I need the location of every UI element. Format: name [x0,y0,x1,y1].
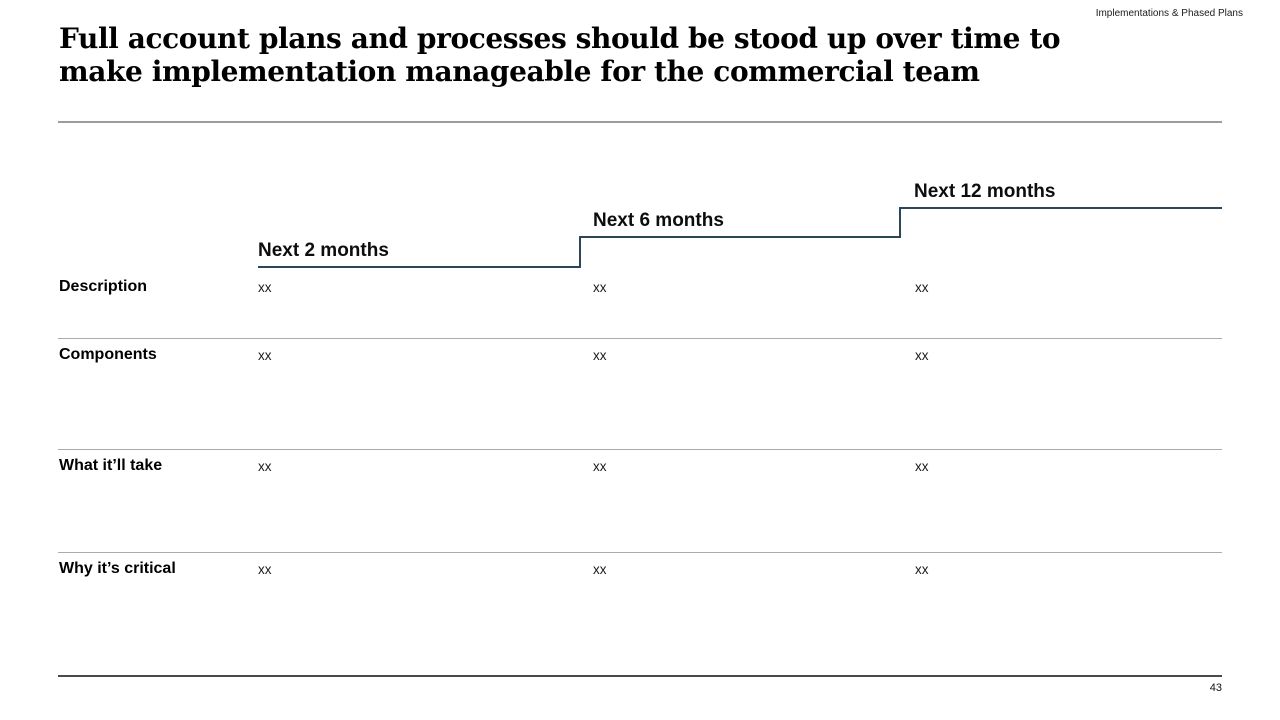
stair-line-col1-underline [258,266,580,268]
column-header-next-6-months: Next 6 months [593,210,724,231]
row-label-4: Why it’s critical [59,560,176,577]
page-number: 43 [1209,682,1222,694]
slide-category-tag: Implementations & Phased Plans [1095,8,1243,19]
row-label-2: Components [59,346,157,363]
table-cell-r4-c1: xx [258,562,272,577]
table-cell-r2-c2: xx [593,348,607,363]
footer-divider [58,675,1222,677]
table-cell-r2-c1: xx [258,348,272,363]
row-separator-2 [58,449,1222,450]
row-label-1: Description [59,278,148,295]
table-cell-r1-c3: xx [915,280,929,295]
column-header-next-12-months: Next 12 months [914,181,1056,202]
table-cell-r4-c2: xx [593,562,607,577]
table-cell-r3-c1: xx [258,459,272,474]
slide-title-line-2: make implementation manageable for the c… [59,55,980,88]
stair-line-col2-underline [579,236,901,238]
table-cell-r3-c3: xx [915,459,929,474]
table-cell-r2-c3: xx [915,348,929,363]
table-cell-r1-c1: xx [258,280,272,295]
row-separator-1 [58,338,1222,339]
row-label-3: What it’ll take [59,457,163,474]
row-separator-3 [58,552,1222,553]
slide-title-line-1: Full account plans and processes should … [59,22,1061,55]
title-divider [58,121,1222,123]
stair-line-col3-underline [899,207,1222,209]
stair-line-step1-vertical [579,236,581,268]
stair-line-step2-vertical [899,207,901,238]
table-cell-r3-c2: xx [593,459,607,474]
table-cell-r1-c2: xx [593,280,607,295]
table-cell-r4-c3: xx [915,562,929,577]
slide-title: Full account plans and processes should … [59,22,1061,88]
column-header-next-2-months: Next 2 months [258,240,389,261]
